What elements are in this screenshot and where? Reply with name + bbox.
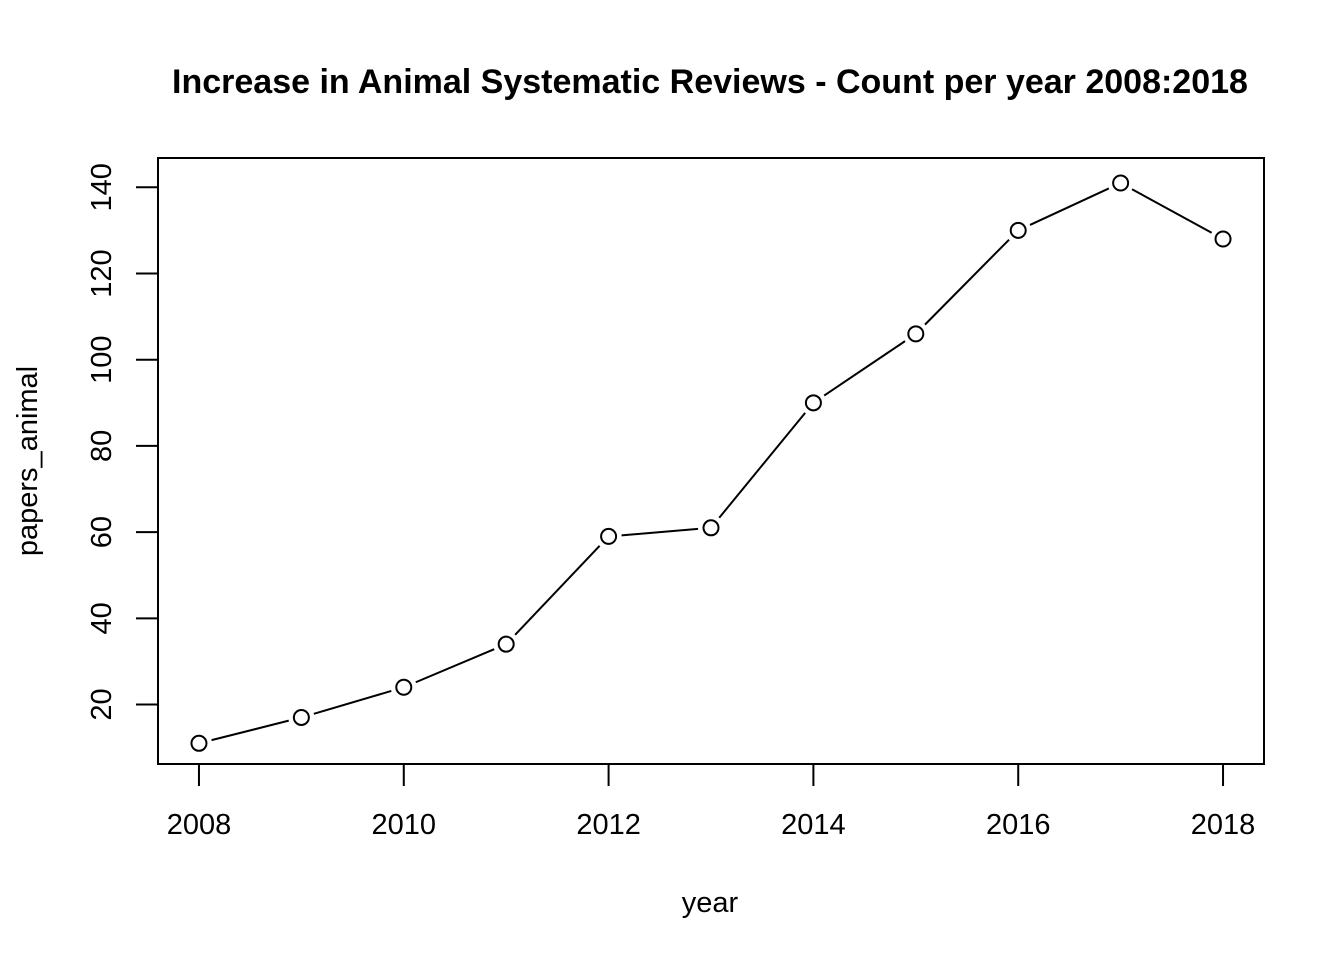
- plot-frame: [157, 157, 1265, 765]
- data-point: [804, 394, 822, 412]
- data-point: [190, 734, 208, 752]
- data-point: [600, 527, 618, 545]
- x-axis-label: year: [682, 887, 739, 919]
- y-tick-label: 20: [86, 688, 118, 720]
- series-segment: [514, 545, 601, 636]
- data-point: [702, 519, 720, 537]
- y-axis: 20 40 60 80 100 120 140: [86, 163, 159, 721]
- series-segment: [924, 238, 1010, 326]
- x-tick-label: 2016: [986, 809, 1051, 841]
- y-tick-label: 40: [86, 602, 118, 634]
- series-segment: [415, 648, 495, 684]
- series-line: [211, 187, 1213, 742]
- x-tick-label: 2018: [1191, 809, 1256, 841]
- data-point: [292, 708, 310, 726]
- data-point: [1009, 221, 1027, 239]
- x-tick-label: 2008: [167, 809, 232, 841]
- y-tick-label: 60: [86, 516, 118, 548]
- x-tick-label: 2012: [576, 809, 641, 841]
- series-points: [190, 174, 1232, 752]
- data-point: [497, 635, 515, 653]
- chart-title: Increase in Animal Systematic Reviews - …: [172, 63, 1248, 101]
- series-segment: [621, 527, 699, 537]
- y-tick-label: 120: [86, 249, 118, 297]
- series-segment: [313, 689, 392, 715]
- series-segment: [1029, 187, 1110, 226]
- series-segment: [211, 719, 290, 742]
- data-point: [907, 325, 925, 343]
- data-point: [395, 678, 413, 696]
- series-segment: [718, 412, 806, 519]
- x-axis: 2008 2010 2012 2014 2016 2018: [167, 763, 1256, 841]
- data-point: [1112, 174, 1130, 192]
- y-axis-label: papers_animal: [12, 366, 44, 556]
- data-point: [1214, 230, 1232, 248]
- x-tick-label: 2010: [372, 809, 437, 841]
- series-segment: [1131, 188, 1213, 234]
- y-tick-label: 100: [86, 336, 118, 384]
- x-tick-label: 2014: [781, 809, 846, 841]
- y-tick-label: 80: [86, 430, 118, 462]
- y-tick-label: 140: [86, 163, 118, 211]
- series-segment: [823, 340, 906, 397]
